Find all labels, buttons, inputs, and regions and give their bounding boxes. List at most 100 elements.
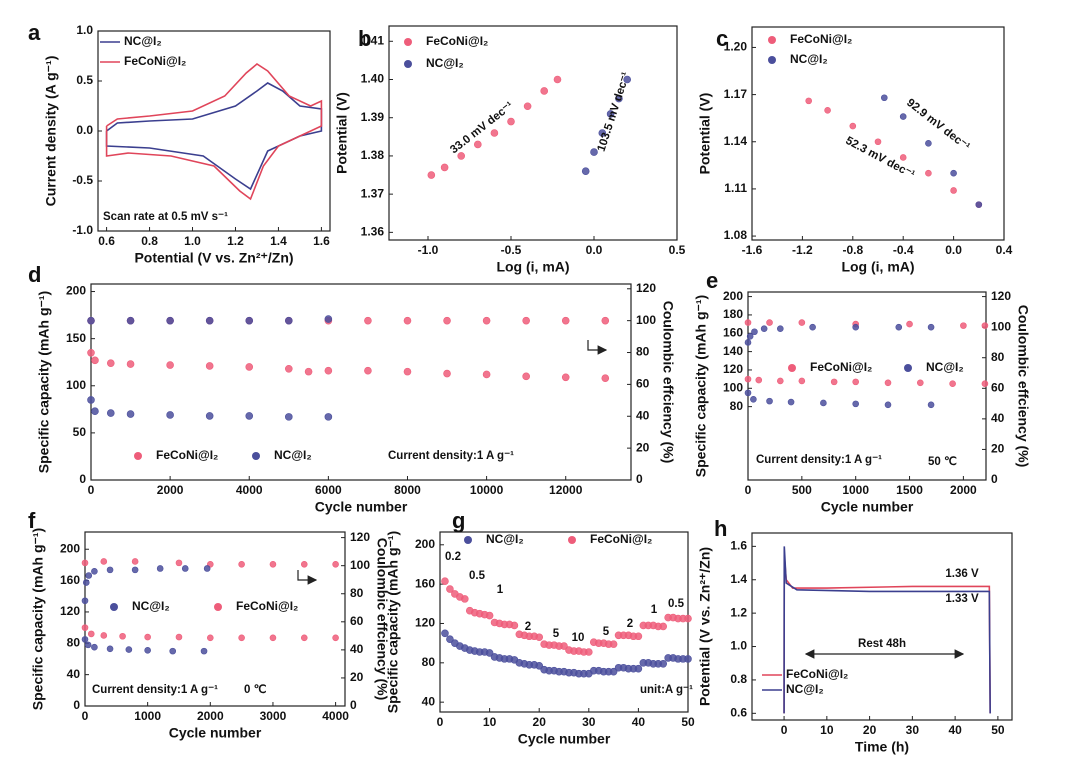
x-tick-label: 1500: [896, 483, 923, 497]
x-axis-title: Log (i, mA): [841, 259, 914, 275]
x-tick-label: 1000: [842, 483, 869, 497]
x-tick-label: 0.0: [586, 243, 603, 257]
data-point: [615, 94, 623, 103]
data-point: [852, 400, 859, 408]
legend-swatch: [110, 603, 118, 611]
series-line: [783, 546, 991, 714]
x-tick-label: 30: [582, 715, 596, 729]
y2-tick-label: 40: [991, 411, 1005, 425]
y-tick-label: 80: [422, 655, 436, 669]
data-point: [446, 635, 454, 644]
data-point: [522, 316, 530, 325]
data-point: [205, 412, 214, 420]
rate-label: 0.5: [668, 598, 685, 610]
annotation: Current density:1 A g⁻¹: [756, 454, 882, 466]
data-point: [443, 369, 451, 378]
data-point: [269, 634, 277, 642]
data-point: [166, 361, 174, 369]
data-point: [332, 560, 339, 568]
data-point: [895, 323, 903, 331]
data-point: [87, 396, 95, 404]
data-point: [156, 565, 164, 572]
x-axis-title: Cycle number: [315, 499, 408, 515]
data-point: [443, 316, 451, 325]
x-tick-label: -0.5: [501, 243, 522, 257]
series-line: [105, 63, 323, 201]
y2-tick-label: 100: [636, 313, 656, 327]
y-tick-label: 1.37: [361, 186, 385, 200]
data-point: [584, 648, 593, 656]
y-axis-title: Specific capacity (mAh g⁻¹): [385, 531, 401, 713]
legend-label: FeCoNi@I₂: [790, 32, 852, 46]
data-point: [457, 152, 466, 160]
data-point: [523, 102, 532, 111]
legend-label: NC@I₂: [486, 532, 524, 546]
data-point: [285, 413, 293, 421]
x-tick-label: 8000: [394, 483, 421, 497]
data-point: [131, 566, 139, 574]
data-point: [82, 579, 90, 586]
y-tick-label: 0.5: [76, 73, 93, 87]
legend-swatch: [404, 38, 412, 46]
y-tick-label: 1.38: [361, 148, 385, 162]
x-tick-label: 40: [632, 715, 646, 729]
data-point: [777, 325, 784, 332]
data-point: [84, 641, 92, 649]
data-point: [852, 378, 859, 386]
y-tick-label: 120: [723, 362, 743, 376]
data-point: [598, 129, 607, 137]
y-tick-label: 160: [415, 576, 435, 590]
data-point: [285, 316, 293, 325]
data-point: [798, 377, 806, 385]
y-tick-label: 1.17: [724, 87, 748, 101]
data-point: [482, 370, 491, 379]
x-axis-title: Potential (V vs. Zn²⁺/Zn): [134, 250, 293, 266]
y-tick-label: 1.4: [730, 572, 747, 586]
data-point: [949, 380, 956, 388]
y-tick-label: 0: [79, 472, 86, 486]
y-axis-title: Potential (V): [334, 92, 350, 174]
legend-label: FeCoNi@I₂: [786, 667, 848, 681]
data-point: [927, 401, 935, 409]
data-point: [634, 632, 643, 641]
x-tick-label: 20: [533, 715, 547, 729]
panel-label: f: [28, 508, 36, 533]
data-point: [91, 643, 98, 651]
x-tick-label: 10: [820, 723, 834, 737]
data-point: [238, 560, 245, 568]
data-point: [849, 122, 857, 130]
y2-tick-label: 20: [991, 442, 1005, 456]
data-point: [766, 397, 773, 405]
y-axis-title: Specific capacity (mAh g⁻¹): [36, 291, 52, 473]
y-tick-label: 0.0: [76, 123, 93, 137]
legend-label: NC@I₂: [426, 56, 464, 70]
data-point: [744, 319, 752, 326]
data-point: [364, 366, 372, 375]
rate-label: 10: [572, 632, 585, 644]
x-tick-label: 3000: [260, 709, 287, 723]
data-point: [245, 412, 254, 420]
data-point: [746, 333, 754, 340]
rate-label: 2: [627, 618, 633, 630]
x-tick-label: 0: [745, 483, 752, 497]
x-tick-label: 4000: [236, 483, 263, 497]
data-point: [427, 171, 436, 179]
data-point: [166, 316, 174, 325]
y-tick-label: 1.0: [730, 639, 747, 653]
x-tick-label: 20: [863, 723, 877, 737]
rate-label: 5: [603, 626, 610, 638]
data-point: [474, 140, 482, 149]
data-point: [787, 398, 795, 406]
y-tick-label: 0.6: [730, 705, 747, 719]
legend-label: NC@I₂: [926, 360, 964, 374]
x-tick-label: 4000: [322, 709, 349, 723]
data-point: [507, 117, 515, 126]
x-tick-label: -1.0: [418, 243, 439, 257]
legend-label: NC@I₂: [274, 448, 312, 462]
x-tick-label: -0.4: [893, 243, 914, 257]
data-point: [175, 633, 183, 641]
data-point: [85, 572, 93, 579]
y-tick-label: 1.0: [76, 23, 93, 37]
data-point: [87, 348, 95, 357]
plot-frame: [751, 532, 1013, 721]
